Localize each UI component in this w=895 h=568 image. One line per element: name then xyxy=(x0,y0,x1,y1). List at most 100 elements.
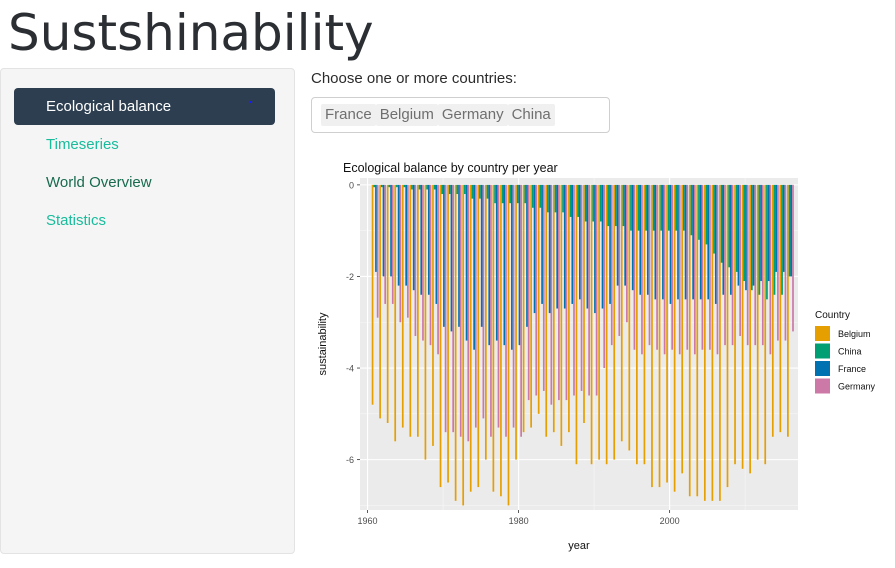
bar-germany xyxy=(595,184,598,396)
bar-china xyxy=(524,184,527,204)
bar-belgium xyxy=(651,184,653,488)
bar-china xyxy=(773,184,776,295)
bar-china xyxy=(501,184,504,204)
legend-label: Germany xyxy=(838,382,876,392)
bar-germany xyxy=(701,184,704,350)
bar-germany xyxy=(391,184,394,304)
bar-france xyxy=(594,184,596,314)
bar-china xyxy=(788,184,791,277)
bar-france xyxy=(563,184,566,309)
bar-france xyxy=(465,184,468,341)
bar-france xyxy=(745,184,747,291)
bar-china xyxy=(486,184,489,199)
bar-france xyxy=(548,184,551,314)
bar-germany xyxy=(422,184,424,341)
bar-france xyxy=(616,184,619,286)
bar-belgium xyxy=(681,184,684,474)
country-chip-france[interactable]: France xyxy=(321,104,376,126)
bar-belgium xyxy=(636,184,638,465)
bar-china xyxy=(713,184,715,254)
bar-france xyxy=(382,184,385,277)
bar-belgium xyxy=(401,184,404,428)
bar-china xyxy=(584,184,587,222)
sidebar-item-label: World Overview xyxy=(46,174,152,191)
bar-germany xyxy=(414,184,417,336)
bar-china xyxy=(675,184,678,231)
bar-china xyxy=(494,184,496,204)
bar-china xyxy=(562,184,564,213)
bar-china xyxy=(720,184,723,263)
country-chip-germany[interactable]: Germany xyxy=(437,104,508,126)
bar-germany xyxy=(444,184,447,433)
bar-france xyxy=(458,184,460,327)
bar-france xyxy=(752,184,755,286)
bar-france xyxy=(767,184,770,282)
bar-belgium xyxy=(394,184,397,442)
bar-china xyxy=(426,184,428,190)
sidebar-item-timeseries[interactable]: Timeseries xyxy=(14,126,275,163)
bar-belgium xyxy=(484,184,487,460)
bar-france xyxy=(714,184,717,304)
country-select-input[interactable]: France Belgium Germany China xyxy=(311,97,610,133)
bar-belgium xyxy=(386,184,389,423)
sidebar-item-statistics[interactable]: Statistics xyxy=(14,202,275,239)
bar-france xyxy=(397,184,400,286)
bar-germany xyxy=(459,184,462,437)
x-tick-label: 1960 xyxy=(358,516,378,526)
bar-france xyxy=(586,184,589,309)
bar-germany xyxy=(482,184,485,419)
bar-germany xyxy=(610,184,613,346)
bar-belgium xyxy=(507,184,510,506)
bar-belgium xyxy=(530,184,532,428)
bar-belgium xyxy=(432,184,434,446)
bar-belgium xyxy=(779,184,782,433)
sidebar-item-world-overview[interactable]: World Overview xyxy=(14,164,275,201)
bar-china xyxy=(592,184,595,222)
bar-germany xyxy=(731,184,734,346)
sidebar xyxy=(0,68,295,554)
bar-belgium xyxy=(643,184,646,465)
bar-germany xyxy=(558,184,560,401)
bar-france xyxy=(427,184,430,295)
bar-germany xyxy=(777,184,779,341)
bar-germany xyxy=(739,184,741,336)
bar-china xyxy=(373,184,376,188)
bar-france xyxy=(495,184,498,341)
bar-germany xyxy=(792,184,794,332)
bar-belgium xyxy=(688,184,691,497)
bar-belgium xyxy=(771,184,774,437)
bar-belgium xyxy=(673,184,676,492)
bar-china xyxy=(471,184,474,199)
country-chip-china[interactable]: China xyxy=(507,104,555,126)
bar-belgium xyxy=(447,184,449,483)
bar-germany xyxy=(407,184,409,318)
bar-germany xyxy=(437,184,439,355)
bar-germany xyxy=(580,184,583,391)
legend-key-germany xyxy=(815,378,830,394)
bar-china xyxy=(735,184,738,272)
bar-germany xyxy=(671,184,674,350)
sidebar-item-ecological-balance[interactable]: Ecological balance xyxy=(14,88,275,125)
bar-china xyxy=(615,184,617,227)
bar-china xyxy=(705,184,708,245)
country-chip-belgium[interactable]: Belgium xyxy=(375,104,438,126)
bar-belgium xyxy=(552,184,555,433)
bar-china xyxy=(690,184,693,236)
bar-china xyxy=(781,184,783,295)
bar-belgium xyxy=(560,184,563,446)
bar-france xyxy=(420,184,423,295)
bar-china xyxy=(766,184,768,300)
bar-china xyxy=(683,184,685,231)
bar-china xyxy=(516,184,519,204)
bar-china xyxy=(380,184,383,188)
bar-france xyxy=(450,184,453,332)
bar-germany xyxy=(520,184,522,437)
bar-china xyxy=(418,184,421,190)
bar-belgium xyxy=(371,184,374,405)
sidebar-item-label: Ecological balance xyxy=(46,98,172,115)
bar-belgium xyxy=(575,184,578,465)
bar-china xyxy=(464,184,466,195)
bar-china xyxy=(547,184,549,213)
bar-germany xyxy=(626,184,628,323)
bar-france xyxy=(782,184,785,272)
